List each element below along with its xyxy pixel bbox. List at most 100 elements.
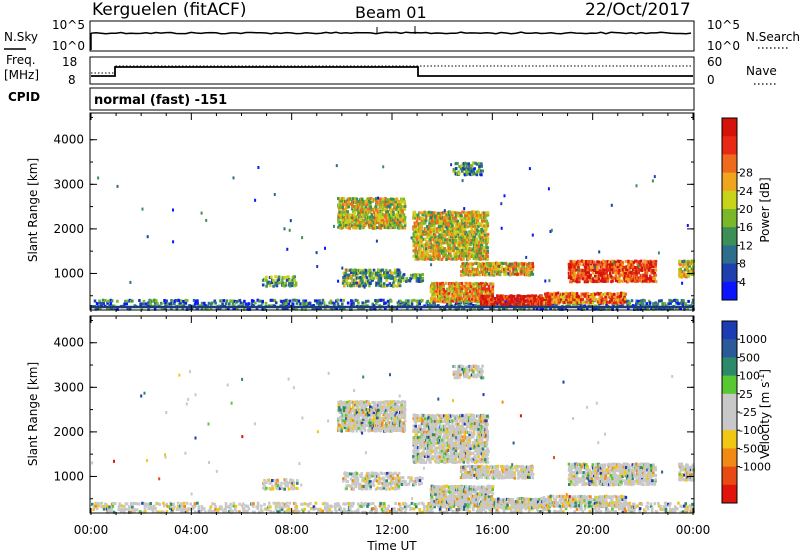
echo-cell	[442, 285, 445, 288]
echo-cell	[409, 273, 413, 277]
echo-cell	[657, 504, 661, 508]
echo-cell	[466, 172, 469, 176]
echo-cell	[685, 508, 688, 512]
echo-cell	[585, 260, 588, 263]
echo-cell	[272, 284, 275, 288]
echo-cell	[350, 274, 353, 278]
echo-cell	[505, 303, 509, 307]
echo-cell	[308, 304, 311, 308]
echo-cell	[196, 301, 199, 305]
echo-cell	[551, 295, 555, 298]
echo-cell	[469, 248, 472, 252]
echo-cell	[260, 510, 264, 514]
echo-cell	[280, 300, 283, 303]
echo-cell	[458, 297, 461, 301]
echo-cell	[654, 262, 657, 266]
echo-cell	[538, 299, 542, 303]
echo-cell	[463, 264, 466, 268]
echo-cell	[535, 298, 539, 302]
echo-cell	[177, 507, 181, 511]
echo-cell	[464, 222, 468, 226]
echo-cell	[176, 501, 180, 505]
echo-cell	[266, 282, 269, 285]
echo-cell	[565, 292, 568, 296]
echo-cell	[407, 301, 410, 305]
echo-cell	[378, 276, 381, 279]
echo-cell	[268, 481, 272, 485]
echo-cell	[301, 302, 304, 306]
echo-cell	[458, 290, 461, 294]
echo-cell	[492, 270, 496, 274]
echo-cell	[358, 213, 362, 217]
echo-cell	[236, 299, 239, 303]
echo-cell	[263, 502, 266, 506]
echo-cell	[438, 246, 442, 250]
echo-cell	[576, 276, 580, 280]
echo-cell	[225, 299, 229, 303]
echo-cell	[386, 508, 390, 512]
nsearch-label: N.Search	[746, 30, 800, 44]
echo-cell	[413, 232, 417, 236]
echo-cell	[378, 504, 382, 508]
echo-cell	[476, 504, 480, 508]
echo-cell	[268, 501, 271, 505]
echo-cell	[583, 262, 587, 266]
echo-cell	[401, 210, 404, 214]
echo-cell	[401, 208, 405, 212]
echo-cell	[419, 251, 422, 255]
echo-cell	[456, 247, 460, 250]
echo-cell	[346, 210, 349, 214]
echo-cell	[329, 301, 333, 305]
echo-cell	[188, 507, 191, 511]
echo-cell	[445, 225, 448, 229]
echo-cell	[370, 225, 373, 229]
echo-cell	[275, 483, 278, 487]
echo-cell	[244, 302, 248, 306]
echo-cell	[443, 247, 446, 250]
echo-cell	[277, 275, 281, 279]
echo-cell	[419, 221, 422, 225]
echo-cell	[514, 265, 518, 269]
echo-cell	[618, 268, 622, 272]
echo-cell	[480, 267, 483, 271]
echo-cell	[611, 263, 614, 267]
echo-cell	[456, 230, 460, 234]
echo-cell	[440, 233, 444, 237]
echo-cell	[490, 287, 493, 291]
echo-cell	[374, 218, 378, 222]
echo-cell	[314, 507, 318, 511]
echo-cell	[472, 284, 475, 288]
echo-cell	[522, 270, 525, 274]
echo-cell	[373, 307, 377, 311]
echo-cell	[459, 227, 462, 231]
echo-cell	[319, 508, 322, 512]
y-tick-label: 4000	[53, 133, 84, 147]
echo-cell	[434, 292, 438, 296]
echo-cell	[601, 259, 605, 263]
colorbar-tick-label: 4	[739, 276, 746, 289]
echo-cell	[455, 222, 458, 226]
echo-cell	[600, 295, 603, 299]
echo-cell	[540, 303, 543, 306]
echo-cell	[596, 260, 599, 264]
echo-cell	[577, 295, 581, 299]
echo-cell	[657, 251, 660, 255]
echo-cell	[508, 262, 512, 266]
echo-cell	[389, 223, 393, 227]
echo-cell	[399, 276, 402, 280]
echo-cell	[342, 409, 346, 412]
echo-cell	[627, 274, 630, 278]
echo-cell	[500, 226, 503, 230]
echo-cell	[637, 264, 640, 268]
echo-cell	[141, 207, 144, 211]
echo-cell	[587, 301, 591, 305]
echo-cell	[360, 501, 363, 505]
echo-cell	[384, 273, 387, 277]
echo-cell	[393, 271, 397, 275]
echo-cell	[603, 292, 607, 296]
echo-cell	[472, 217, 476, 221]
echo-cell	[393, 203, 397, 207]
echo-cell	[572, 276, 575, 280]
echo-cell	[531, 265, 535, 269]
